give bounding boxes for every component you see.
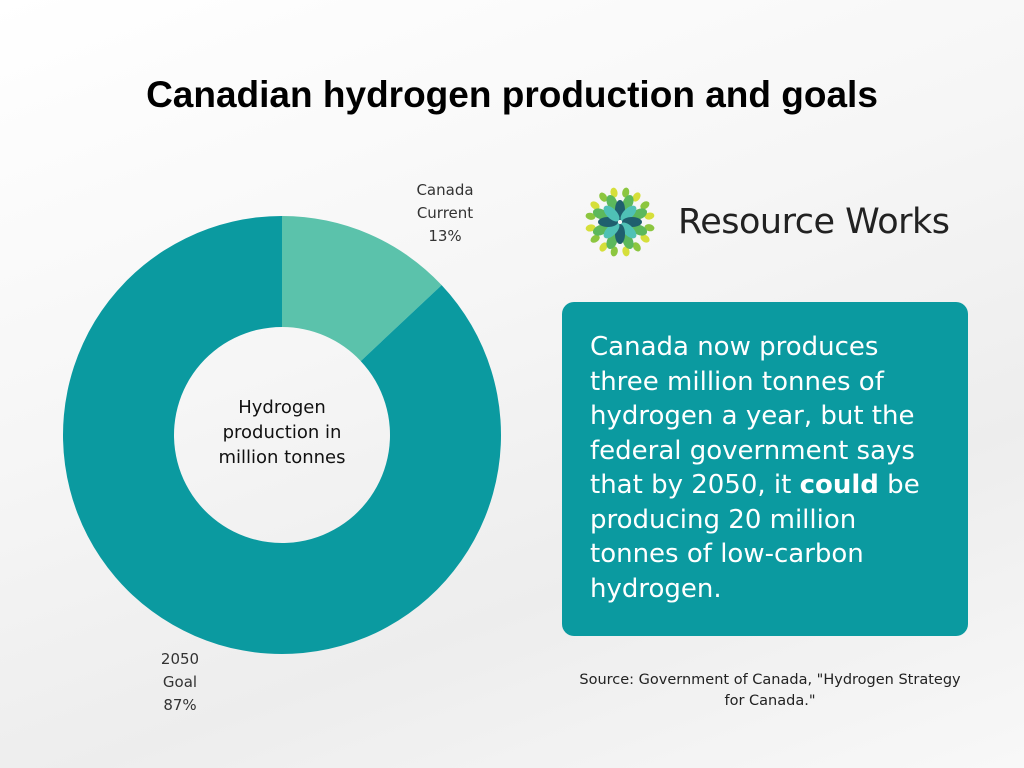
slice-label-line: 2050 <box>160 650 200 668</box>
slice-label-line: Canada <box>416 181 474 199</box>
source-note: Source: Government of Canada, "Hydrogen … <box>579 672 961 709</box>
logo-petal <box>622 246 630 257</box>
slice-label-line: Current <box>416 204 474 222</box>
slice-value-label: 13% <box>428 227 462 245</box>
slice-label-canada-current: Canada Current 13% <box>402 179 488 248</box>
logo-petal <box>585 224 596 232</box>
page-title: Canadian hydrogen production and goals <box>146 74 878 115</box>
flower-logo-icon <box>585 187 655 257</box>
logo-petal <box>610 246 618 257</box>
logo-petal <box>644 224 655 232</box>
logo-petal <box>620 222 637 239</box>
logo-petal <box>585 212 596 220</box>
donut-slice-canada-current <box>282 216 442 362</box>
logo-petal <box>603 222 620 239</box>
logo-petal <box>590 201 600 210</box>
resource-works-logo: Resource Works <box>584 186 950 258</box>
logo-petal <box>632 192 641 202</box>
logo-petal <box>622 187 630 198</box>
slice-label-line: Goal <box>162 673 198 691</box>
slice-value-label: 87% <box>163 696 197 714</box>
slice-label-2050-goal: 2050 Goal 87% <box>140 648 220 717</box>
logo-petal <box>599 242 608 252</box>
logo-petal <box>632 242 641 252</box>
logo-petal <box>640 234 650 243</box>
donut-slice-2050-goal <box>62 216 501 654</box>
logo-petal <box>644 212 655 220</box>
logo-petal <box>610 187 618 198</box>
logo-petal <box>640 201 650 210</box>
donut-center-label: Hydrogen production in million tonnes <box>218 397 346 468</box>
callout-text: Canada now produces three million tonnes… <box>590 330 952 606</box>
logo-petal <box>620 205 637 222</box>
logo-text: Resource Works <box>678 202 950 242</box>
logo-petal <box>599 192 608 202</box>
callout-box: Canada now produces three million tonnes… <box>562 302 968 636</box>
callout-bold-text: could <box>799 470 879 500</box>
logo-petal <box>590 234 600 243</box>
logo-petal <box>603 205 620 222</box>
callout-text-part: Canada now produces three million tonnes… <box>590 332 915 500</box>
callout-text-part: be producing 20 million tonnes of low-ca… <box>590 470 920 604</box>
